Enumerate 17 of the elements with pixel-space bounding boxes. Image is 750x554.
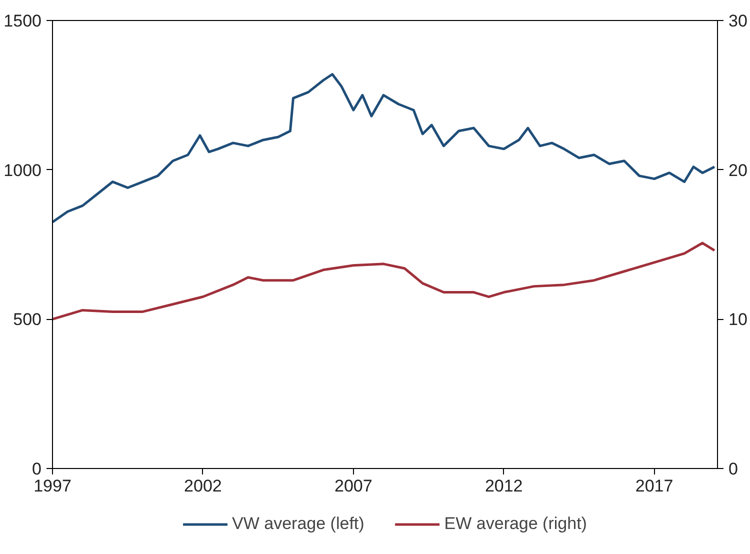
- x-tick-label: 2012: [484, 476, 523, 496]
- line-series: [52, 242, 716, 320]
- y2-tick-label: 10: [728, 310, 748, 330]
- y-tick-label: 1500: [4, 12, 42, 30]
- legend-label: VW average (left): [232, 514, 364, 534]
- y2-tick-label: 20: [728, 160, 748, 180]
- x-tick-label: 2007: [334, 476, 372, 496]
- legend-label: EW average (right): [444, 514, 587, 534]
- y-tick-label: 500: [13, 310, 42, 330]
- x-tick-label: 2017: [635, 476, 674, 496]
- y2-tick-label: 30: [728, 12, 748, 30]
- y2-tick-label: 0: [728, 460, 738, 478]
- line-series: [52, 73, 716, 224]
- y-tick-label: 0: [32, 460, 42, 478]
- x-tick-label: 2002: [184, 476, 222, 496]
- x-tick-label: 1997: [34, 476, 72, 496]
- y-tick-label: 1000: [4, 160, 42, 180]
